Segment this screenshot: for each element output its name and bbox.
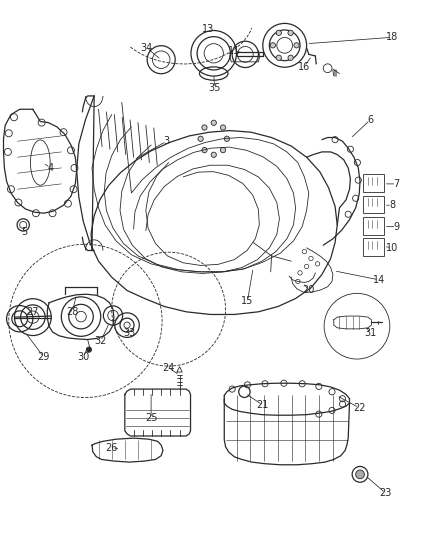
- Text: 34: 34: [141, 43, 153, 53]
- Circle shape: [220, 125, 226, 130]
- Text: 21: 21: [257, 400, 269, 410]
- Text: 4: 4: [47, 163, 53, 173]
- Text: 15: 15: [241, 296, 254, 306]
- Circle shape: [220, 148, 226, 153]
- Circle shape: [270, 43, 276, 48]
- Text: 18: 18: [386, 33, 398, 42]
- Text: 35: 35: [208, 83, 221, 93]
- Text: 22: 22: [353, 403, 365, 413]
- Text: 32: 32: [95, 336, 107, 346]
- Text: 6: 6: [367, 115, 373, 125]
- Text: 13: 13: [202, 25, 214, 34]
- Text: 31: 31: [364, 328, 376, 338]
- Text: 3: 3: [163, 136, 170, 146]
- Circle shape: [211, 120, 216, 125]
- Circle shape: [294, 43, 299, 48]
- Circle shape: [224, 136, 230, 141]
- Circle shape: [198, 136, 203, 141]
- Circle shape: [356, 470, 364, 479]
- Text: 25: 25: [145, 414, 157, 423]
- Circle shape: [211, 152, 216, 157]
- Circle shape: [86, 347, 92, 352]
- Circle shape: [202, 148, 207, 153]
- Text: 24: 24: [162, 363, 175, 373]
- Circle shape: [288, 30, 293, 36]
- Text: 5: 5: [21, 227, 27, 237]
- Text: 26: 26: [106, 443, 118, 453]
- Text: 33: 33: [123, 328, 135, 338]
- Text: 11: 11: [228, 46, 240, 55]
- Text: 7: 7: [393, 179, 399, 189]
- Text: 30: 30: [77, 352, 89, 362]
- Text: 14: 14: [373, 275, 385, 285]
- Text: 23: 23: [379, 488, 392, 498]
- Text: 16: 16: [298, 62, 311, 71]
- Text: 29: 29: [38, 352, 50, 362]
- Text: 8: 8: [389, 200, 395, 210]
- Text: 28: 28: [66, 307, 78, 317]
- Circle shape: [276, 30, 281, 36]
- Text: 10: 10: [386, 243, 398, 253]
- Circle shape: [276, 55, 281, 60]
- Circle shape: [202, 125, 207, 130]
- Circle shape: [288, 55, 293, 60]
- Text: 9: 9: [393, 222, 399, 231]
- Text: 20: 20: [303, 286, 315, 295]
- Text: 27: 27: [27, 307, 39, 317]
